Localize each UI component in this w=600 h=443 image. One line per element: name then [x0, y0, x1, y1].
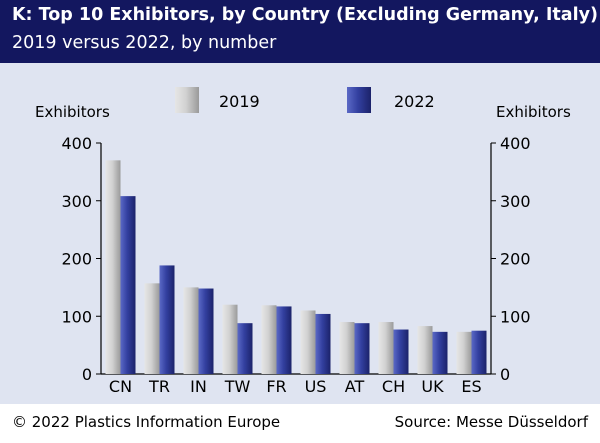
chart-header: K: Top 10 Exhibitors, by Country (Exclud… — [0, 0, 600, 63]
bar-2019-in — [183, 287, 199, 374]
x-tick-label: UK — [421, 377, 444, 396]
legend-swatch-2022 — [347, 87, 371, 113]
copyright-text: © 2022 Plastics Information Europe — [12, 413, 281, 431]
bar-2019-tr — [144, 283, 160, 374]
legend: 2019 2022 — [175, 87, 435, 113]
y-axis-title-right: Exhibitors — [496, 103, 571, 121]
source-text: Source: Messe Düsseldorf — [394, 413, 588, 431]
bar-2019-us — [300, 310, 316, 374]
bar-2022-fr — [276, 306, 292, 374]
bar-2022-at — [354, 323, 370, 374]
y-tick-label-right: 400 — [500, 134, 531, 153]
bar-2019-cn — [105, 160, 121, 374]
y-tick-label-right: 300 — [500, 192, 531, 211]
bar-2019-ch — [378, 322, 394, 374]
x-tick-label: US — [305, 377, 327, 396]
chart-title: K: Top 10 Exhibitors, by Country (Exclud… — [12, 5, 598, 25]
bars — [105, 160, 487, 374]
bar-2019-tw — [222, 304, 238, 374]
y-tick-label-left: 100 — [61, 307, 92, 326]
y-tick-label-right: 0 — [500, 365, 510, 384]
axes: 0 0 100 100 200 200 300 300 400 400 Exhibitors Exhi… — [35, 103, 571, 396]
bar-2022-cn — [120, 196, 136, 374]
y-axis-title-left: Exhibitors — [35, 103, 110, 121]
bar-2022-ch — [393, 329, 409, 374]
y-tick-label-right: 200 — [500, 250, 531, 269]
x-tick-label: CN — [109, 377, 132, 396]
bar-2022-in — [198, 288, 214, 374]
bar-2019-es — [456, 331, 472, 374]
bar-2022-tr — [159, 265, 175, 374]
bar-2019-at — [339, 322, 355, 374]
y-tick-label-left: 0 — [82, 365, 92, 384]
y-tick-label-right: 100 — [500, 307, 531, 326]
bar-2019-uk — [417, 326, 433, 374]
chart-panel — [0, 63, 600, 404]
y-tick-label-left: 400 — [61, 134, 92, 153]
x-tick-label: TW — [224, 377, 251, 396]
legend-swatch-2019 — [175, 87, 199, 113]
bar-2022-tw — [237, 323, 253, 374]
y-tick-label-left: 200 — [61, 250, 92, 269]
x-tick-label: TR — [148, 377, 170, 396]
bar-2019-fr — [261, 305, 277, 374]
bar-2022-us — [315, 313, 331, 374]
legend-label-2022: 2022 — [394, 92, 435, 111]
x-tick-label: AT — [345, 377, 365, 396]
chart-subtitle: 2019 versus 2022, by number — [12, 33, 277, 53]
x-tick-label: ES — [461, 377, 481, 396]
bar-2022-es — [471, 330, 487, 374]
y-tick-label-left: 300 — [61, 192, 92, 211]
bar-2022-uk — [432, 331, 448, 374]
x-tick-label: IN — [190, 377, 207, 396]
x-tick-label: CH — [382, 377, 405, 396]
legend-label-2019: 2019 — [219, 92, 260, 111]
x-tick-label: FR — [266, 377, 286, 396]
